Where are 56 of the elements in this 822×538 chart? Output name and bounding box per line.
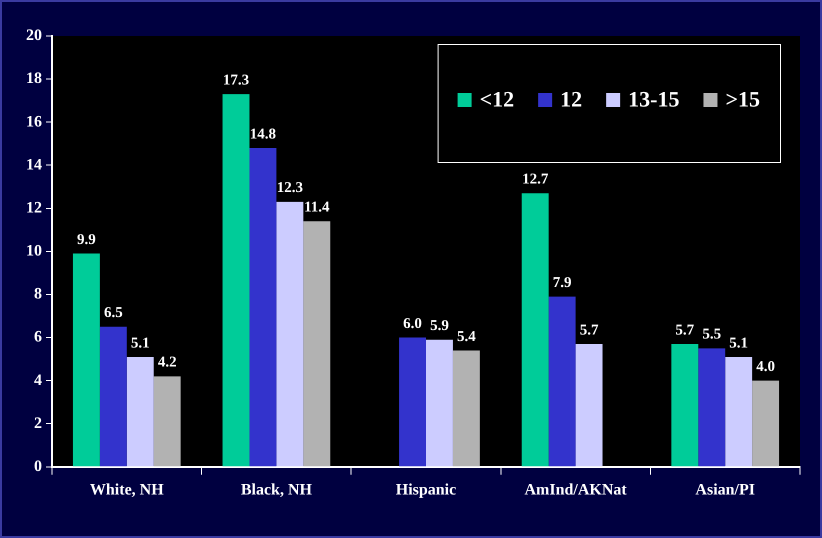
bar xyxy=(154,376,181,466)
data-label: 5.5 xyxy=(702,326,722,343)
legend-label: 12 xyxy=(560,86,582,112)
data-label: 7.9 xyxy=(552,275,572,292)
data-label: 5.1 xyxy=(729,335,748,352)
data-label: 6.5 xyxy=(104,305,123,322)
data-label: 17.3 xyxy=(222,72,250,89)
y-tick-label: 6 xyxy=(34,328,42,346)
y-tick-label: 2 xyxy=(34,414,42,432)
x-tick-label: Asian/PI xyxy=(695,482,755,499)
bar xyxy=(671,344,698,466)
bar xyxy=(399,338,426,466)
data-label: 12.3 xyxy=(276,180,303,196)
y-tick-label: 4 xyxy=(34,372,42,389)
bar xyxy=(72,254,100,466)
y-tick-label: 8 xyxy=(34,286,42,303)
bar xyxy=(426,340,453,466)
x-tick-label: AmInd/AKNat xyxy=(524,482,628,499)
data-label: 5.1 xyxy=(130,335,150,352)
data-label: 5.9 xyxy=(430,318,449,334)
bar xyxy=(522,193,549,466)
data-label: 11.4 xyxy=(304,200,330,216)
bar xyxy=(276,202,304,466)
y-tick-label: 16 xyxy=(26,113,42,130)
data-label: 5.7 xyxy=(580,322,599,338)
y-tick-label: 0 xyxy=(34,458,42,475)
bar xyxy=(303,221,330,466)
legend-label: <12 xyxy=(480,86,514,112)
bar xyxy=(222,94,250,466)
bar xyxy=(725,356,752,466)
data-label: 6.0 xyxy=(403,316,422,332)
bar xyxy=(576,344,603,466)
data-label: 9.9 xyxy=(77,232,96,248)
x-tick-label: White, NH xyxy=(90,482,164,499)
bar xyxy=(698,348,726,466)
bar xyxy=(452,350,480,466)
legend-label: >15 xyxy=(725,86,760,112)
bar xyxy=(249,148,276,466)
y-tick-label: 14 xyxy=(26,156,42,174)
data-label: 5.7 xyxy=(675,322,695,338)
legend-label: 13-15 xyxy=(628,86,680,112)
data-label: 4.0 xyxy=(756,359,775,376)
x-tick-label: Black, NH xyxy=(240,482,313,499)
y-tick-label: 20 xyxy=(26,27,42,44)
y-tick-label: 18 xyxy=(26,70,42,88)
bar xyxy=(100,326,127,466)
y-tick-label: 10 xyxy=(26,242,42,260)
bar xyxy=(126,356,154,466)
data-label: 14.8 xyxy=(250,126,276,142)
bar xyxy=(752,380,780,466)
data-label: 12.7 xyxy=(522,172,549,188)
x-tick-label: Hispanic xyxy=(396,482,456,499)
data-label: 4.2 xyxy=(158,354,177,371)
data-label: 5.4 xyxy=(457,328,476,345)
y-tick-label: 12 xyxy=(26,199,42,216)
bar xyxy=(548,296,576,466)
